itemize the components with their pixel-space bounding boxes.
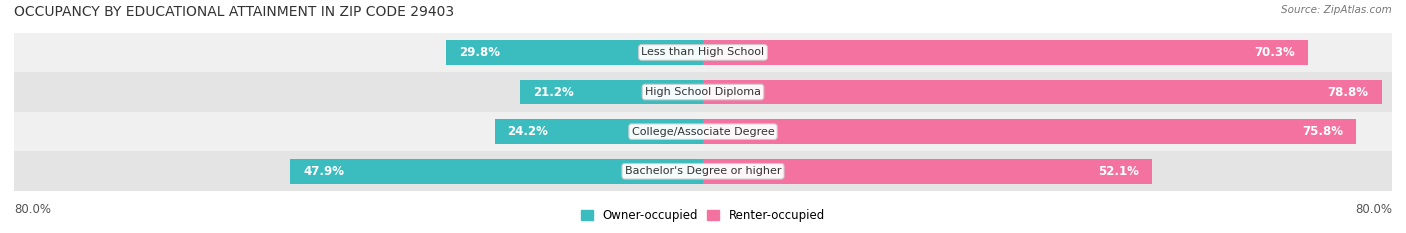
Bar xyxy=(14,151,1392,191)
Text: 80.0%: 80.0% xyxy=(14,203,51,216)
Text: 21.2%: 21.2% xyxy=(533,86,574,99)
Text: 52.1%: 52.1% xyxy=(1098,165,1139,178)
Text: 70.3%: 70.3% xyxy=(1254,46,1295,59)
Text: Less than High School: Less than High School xyxy=(641,48,765,57)
Bar xyxy=(703,40,1309,65)
Text: Source: ZipAtlas.com: Source: ZipAtlas.com xyxy=(1281,5,1392,15)
Text: 24.2%: 24.2% xyxy=(508,125,548,138)
Text: 80.0%: 80.0% xyxy=(1355,203,1392,216)
Bar xyxy=(446,40,703,65)
Legend: Owner-occupied, Renter-occupied: Owner-occupied, Renter-occupied xyxy=(576,205,830,227)
Text: High School Diploma: High School Diploma xyxy=(645,87,761,97)
Bar xyxy=(703,159,1152,184)
Bar xyxy=(495,119,703,144)
Bar xyxy=(14,112,1392,151)
Text: 29.8%: 29.8% xyxy=(460,46,501,59)
Bar xyxy=(14,72,1392,112)
Text: 78.8%: 78.8% xyxy=(1327,86,1368,99)
Bar xyxy=(703,80,1382,104)
Bar xyxy=(14,33,1392,72)
Bar xyxy=(703,119,1355,144)
Text: 47.9%: 47.9% xyxy=(304,165,344,178)
Text: College/Associate Degree: College/Associate Degree xyxy=(631,127,775,137)
Text: OCCUPANCY BY EDUCATIONAL ATTAINMENT IN ZIP CODE 29403: OCCUPANCY BY EDUCATIONAL ATTAINMENT IN Z… xyxy=(14,5,454,19)
Text: 75.8%: 75.8% xyxy=(1302,125,1343,138)
Bar xyxy=(520,80,703,104)
Text: Bachelor's Degree or higher: Bachelor's Degree or higher xyxy=(624,166,782,176)
Bar xyxy=(291,159,703,184)
